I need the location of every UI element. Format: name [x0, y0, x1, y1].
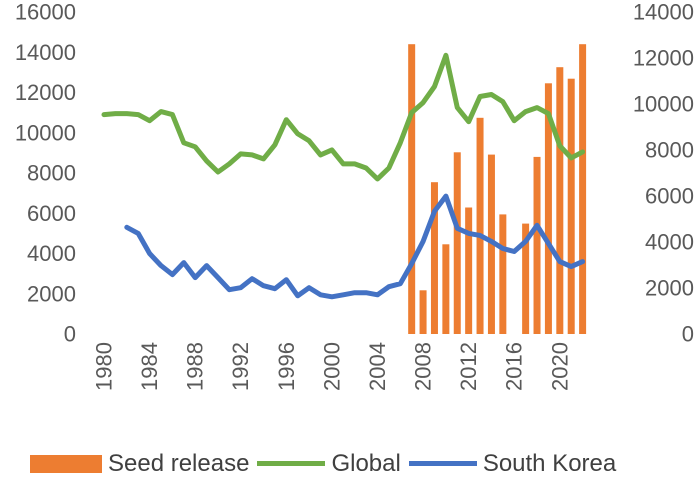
y-right-tick-label-6000: 6000 [645, 184, 694, 209]
bar-seed-release-2020 [556, 67, 564, 334]
line-series [101, 52, 586, 300]
legend-item-south-korea: South Korea [408, 449, 617, 478]
right-y-axis: 0 2000 4000 6000 8000 10000 12000 14000 [633, 0, 694, 347]
y-right-tick-label-12000: 12000 [633, 46, 694, 71]
bar-seed-release-2018 [533, 156, 541, 334]
x-tick-label-1984: 1984 [137, 342, 162, 391]
bar-seed-release-2011 [453, 152, 461, 334]
bar-seed-release-2008 [419, 290, 427, 334]
y-left-tick-label-10000: 10000 [15, 120, 76, 145]
x-tick-label-2004: 2004 [365, 342, 390, 391]
bar-seed-release-2021 [567, 78, 575, 334]
legend-label-seed-release: Seed release [108, 449, 250, 477]
legend-label-global: Global [331, 449, 401, 477]
y-left-tick-label-6000: 6000 [27, 201, 76, 226]
y-left-tick-label-8000: 8000 [27, 161, 76, 186]
legend: Seed release Global South Korea [0, 448, 698, 479]
bar-seed-release-2007 [408, 44, 416, 334]
bar-seed-release-2015 [499, 214, 507, 334]
y-right-tick-label-8000: 8000 [645, 138, 694, 163]
y-right-tick-label-0: 0 [682, 322, 694, 347]
y-right-tick-label-4000: 4000 [645, 230, 694, 255]
x-tick-label-2020: 2020 [547, 342, 572, 391]
line-south-korea [124, 193, 586, 300]
legend-label-south-korea: South Korea [482, 449, 617, 477]
y-left-tick-label-0: 0 [64, 322, 76, 347]
bar-seed-release-2022 [579, 44, 587, 334]
left-y-axis: 0 2000 4000 6000 8000 10000 12000 14000 16000 [15, 0, 76, 347]
y-left-tick-label-12000: 12000 [15, 80, 76, 105]
x-axis: 1980 1984 1988 1992 1996 2000 2004 2008 2012 2016… [92, 342, 573, 391]
y-right-tick-label-10000: 10000 [633, 92, 694, 117]
legend-swatch-seed-release [30, 454, 102, 473]
legend-item-seed-release: Seed release [30, 450, 249, 478]
chart: 1980 1984 1988 1992 1996 2000 2004 2008 2012 2016… [15, 0, 694, 391]
x-tick-label-1996: 1996 [274, 342, 299, 391]
x-tick-label-2000: 2000 [319, 342, 344, 391]
y-right-tick-label-2000: 2000 [645, 276, 694, 301]
bar-seed-release-2012 [465, 207, 473, 334]
legend-swatch-global [257, 461, 326, 466]
bar-seed-release-2013 [476, 117, 484, 334]
x-tick-label-1988: 1988 [183, 342, 208, 391]
bar-seed-release-2019 [544, 83, 552, 334]
y-left-tick-label-4000: 4000 [27, 241, 76, 266]
x-tick-label-2008: 2008 [411, 342, 436, 391]
legend-swatch-south-korea [408, 461, 477, 466]
bar-seed-release-2010 [442, 244, 450, 334]
legend-item-global: Global [257, 449, 401, 478]
y-left-tick-label-2000: 2000 [27, 281, 76, 306]
x-tick-label-2016: 2016 [502, 342, 527, 391]
bar-seed-release-2009 [430, 182, 438, 334]
y-left-tick-label-14000: 14000 [15, 40, 76, 65]
y-left-tick-label-16000: 16000 [15, 0, 76, 25]
x-tick-label-1992: 1992 [228, 342, 253, 391]
bar-seed-release-2017 [522, 223, 530, 334]
line-global [101, 52, 586, 182]
x-tick-label-2012: 2012 [456, 342, 481, 391]
x-tick-label-1980: 1980 [92, 342, 117, 391]
y-right-tick-label-14000: 14000 [633, 0, 694, 25]
